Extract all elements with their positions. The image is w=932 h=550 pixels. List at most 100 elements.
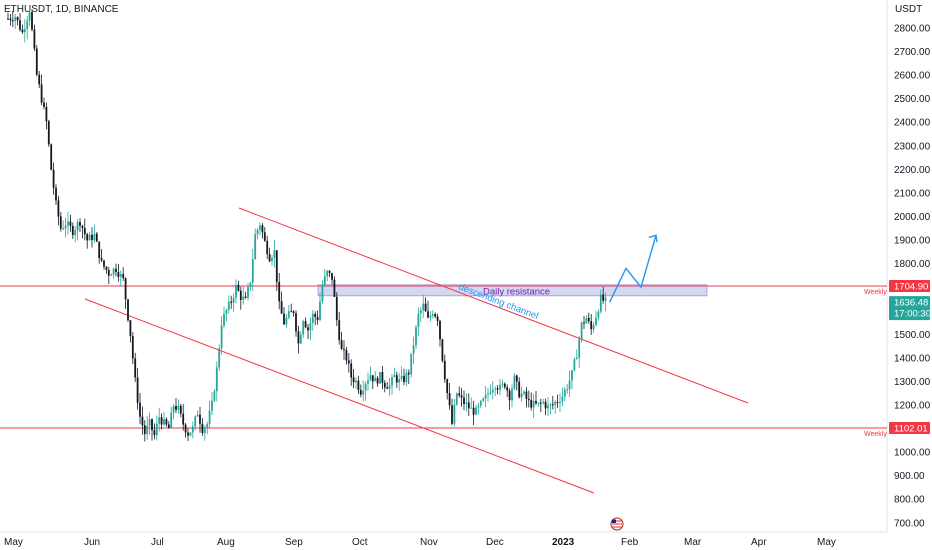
projection-path	[608, 235, 657, 303]
candle-body	[95, 233, 98, 242]
candle	[285, 313, 288, 328]
candle	[143, 420, 146, 442]
candle	[21, 24, 24, 35]
candle-body	[172, 406, 175, 413]
candle	[604, 292, 607, 312]
candle-body	[203, 427, 206, 433]
candle	[429, 311, 432, 322]
candle-body	[139, 402, 141, 417]
candle	[412, 336, 415, 365]
candle	[525, 387, 528, 408]
candle-body	[410, 353, 413, 375]
x-tick-label: Jun	[84, 537, 100, 548]
candle	[331, 272, 333, 285]
candle-body	[412, 345, 415, 354]
candle	[139, 393, 141, 424]
candle	[316, 310, 319, 325]
candle	[71, 222, 74, 239]
candle	[333, 276, 336, 298]
candle-body	[369, 375, 372, 381]
candle-body	[247, 287, 249, 298]
candle-body	[167, 424, 170, 429]
candle-body	[503, 383, 506, 388]
candle-body	[179, 405, 182, 414]
candle-body	[79, 222, 81, 226]
candle-body	[587, 317, 590, 322]
candle-body	[98, 241, 101, 259]
candle	[323, 268, 326, 287]
candle	[91, 227, 93, 248]
candle	[57, 195, 60, 226]
candle	[386, 382, 389, 390]
candle	[352, 369, 355, 389]
candle	[364, 381, 367, 401]
candle-body	[105, 266, 108, 270]
candle	[393, 367, 396, 378]
level-price-label: 1102.01	[894, 424, 928, 435]
candle-body	[431, 314, 434, 316]
candle-body	[223, 313, 225, 326]
candle	[508, 388, 511, 411]
candle-body	[417, 313, 420, 328]
candle-body	[141, 416, 144, 426]
candle-body	[134, 358, 137, 378]
candle-body	[345, 349, 348, 361]
candle-body	[578, 339, 581, 358]
x-tick-label: Sep	[285, 537, 303, 548]
candle-body	[213, 391, 216, 401]
candle-body	[182, 413, 185, 425]
candle	[182, 404, 185, 431]
candle-body	[107, 269, 110, 276]
candle-body	[436, 316, 439, 321]
y-tick-label: 2600.00	[894, 71, 931, 82]
candle-body	[309, 322, 312, 331]
candle-body	[321, 284, 324, 302]
candle	[115, 263, 117, 277]
candle-body	[547, 405, 549, 409]
x-tick-label: Aug	[217, 537, 235, 548]
candle-body	[273, 250, 276, 259]
candle	[261, 223, 264, 239]
candle	[527, 390, 530, 408]
candle-body	[439, 320, 441, 340]
candle	[496, 385, 499, 395]
candle-body	[199, 414, 201, 424]
candle-body	[242, 296, 245, 300]
candle	[160, 413, 163, 430]
candle	[388, 378, 391, 397]
candle-body	[443, 360, 446, 380]
candle	[326, 269, 329, 282]
candle-body	[177, 405, 180, 410]
y-tick-label: 2700.00	[894, 47, 931, 58]
candle	[350, 359, 353, 386]
candle-body	[283, 313, 285, 325]
candle	[446, 378, 449, 400]
candle-body	[326, 270, 329, 277]
candle-body	[194, 416, 197, 427]
candle-body	[196, 414, 199, 417]
candle	[314, 311, 317, 326]
candle-body	[7, 18, 9, 20]
candle-body	[40, 84, 43, 103]
candle-body	[69, 221, 72, 226]
candle	[278, 273, 281, 310]
candle-body	[271, 258, 273, 262]
candle	[518, 377, 521, 399]
candle	[400, 366, 403, 382]
candle	[170, 406, 173, 429]
candle-body	[465, 402, 468, 404]
currency-label: USDT	[895, 4, 923, 15]
y-tick-label: 900.00	[894, 471, 925, 482]
candle-body	[556, 401, 559, 403]
candle	[131, 332, 134, 365]
candle	[283, 307, 285, 325]
candle-body	[501, 383, 504, 385]
candle-body	[453, 404, 456, 424]
candle-body	[333, 279, 336, 297]
candle	[148, 412, 151, 435]
candle-body	[537, 402, 540, 404]
candle	[213, 388, 216, 403]
candle	[239, 286, 242, 310]
candle	[379, 371, 381, 384]
